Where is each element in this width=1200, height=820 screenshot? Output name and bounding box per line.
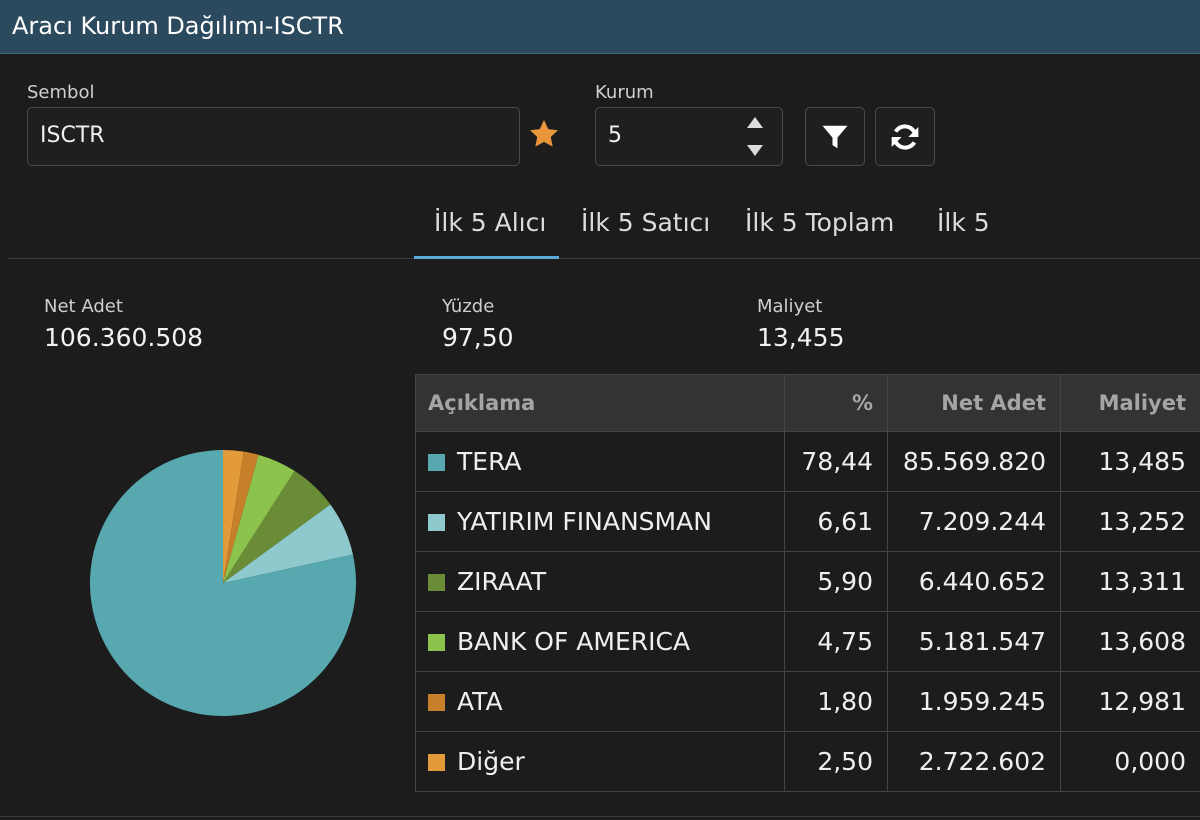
legend-swatch <box>428 454 445 471</box>
symbol-input-value: ISCTR <box>40 123 105 148</box>
caret-down-icon[interactable] <box>744 140 766 160</box>
pie-slice-bank-of-america[interactable] <box>223 454 295 583</box>
broker-table: Açıklama % Net Adet Maliyet TERA 78,44 85.… <box>415 374 1200 792</box>
net-adet-value: 106.360.508 <box>44 323 204 352</box>
row-maliyet: 0,000 <box>1060 731 1200 792</box>
legend-swatch <box>428 514 445 531</box>
tab-top5-sellers[interactable]: İlk 5 Satıcı <box>581 208 711 237</box>
row-maliyet: 13,252 <box>1060 491 1200 552</box>
col-header-percent[interactable]: % <box>784 374 888 432</box>
bottom-divider <box>0 816 1200 817</box>
row-description: Diğer <box>415 731 785 792</box>
symbol-input[interactable]: ISCTR <box>27 107 520 166</box>
row-maliyet: 13,311 <box>1060 551 1200 612</box>
row-percent: 4,75 <box>784 611 888 672</box>
row-net-adet: 85.569.820 <box>887 431 1061 492</box>
pie-slice-ziraat[interactable] <box>223 470 331 583</box>
maliyet-value: 13,455 <box>757 323 845 352</box>
refresh-button[interactable] <box>875 107 935 166</box>
col-header-description[interactable]: Açıklama <box>415 374 785 432</box>
broker-name: Diğer <box>457 747 525 776</box>
symbol-label: Sembol <box>27 82 95 103</box>
legend-swatch <box>428 754 445 771</box>
pie-slice-tera[interactable] <box>90 450 356 716</box>
yuzde-label: Yüzde <box>442 296 495 317</box>
row-description: TERA <box>415 431 785 492</box>
kurum-stepper-value: 5 <box>608 123 622 148</box>
tab-top5-buyers[interactable]: İlk 5 Alıcı <box>434 208 547 237</box>
row-percent: 6,61 <box>784 491 888 552</box>
tab-top5[interactable]: İlk 5 <box>937 208 990 237</box>
table-row[interactable]: ZIRAAT 5,90 6.440.652 13,311 <box>415 551 1200 612</box>
table-row[interactable]: BANK OF AMERICA 4,75 5.181.547 13,608 <box>415 611 1200 672</box>
star-icon[interactable] <box>528 118 560 150</box>
filter-button[interactable] <box>805 107 865 166</box>
broker-name: ZIRAAT <box>457 567 547 596</box>
row-percent: 2,50 <box>784 731 888 792</box>
row-maliyet: 13,608 <box>1060 611 1200 672</box>
row-net-adet: 7.209.244 <box>887 491 1061 552</box>
pie-slice-diğer[interactable] <box>223 450 244 583</box>
title-bar: Aracı Kurum Dağılımı-ISCTR <box>0 0 1200 54</box>
legend-swatch <box>428 694 445 711</box>
table-row[interactable]: Diğer 2,50 2.722.602 0,000 <box>415 731 1200 792</box>
row-description: ZIRAAT <box>415 551 785 612</box>
row-percent: 5,90 <box>784 551 888 612</box>
net-adet-label: Net Adet <box>44 296 123 317</box>
tab-divider <box>8 258 1200 259</box>
table-header-row: Açıklama % Net Adet Maliyet <box>415 374 1200 432</box>
table-row[interactable]: YATIRIM FINANSMAN 6,61 7.209.244 13,252 <box>415 491 1200 552</box>
broker-name: ATA <box>457 687 503 716</box>
table-row[interactable]: ATA 1,80 1.959.245 12,981 <box>415 671 1200 732</box>
active-tab-indicator <box>414 256 559 259</box>
broker-name: YATIRIM FINANSMAN <box>457 507 712 536</box>
window-title: Aracı Kurum Dağılımı-ISCTR <box>12 12 344 40</box>
col-header-net-adet[interactable]: Net Adet <box>887 374 1061 432</box>
row-maliyet: 13,485 <box>1060 431 1200 492</box>
distribution-pie-chart <box>90 450 356 716</box>
row-percent: 78,44 <box>784 431 888 492</box>
row-net-adet: 6.440.652 <box>887 551 1061 612</box>
table-row[interactable]: TERA 78,44 85.569.820 13,485 <box>415 431 1200 492</box>
kurum-label: Kurum <box>595 82 654 103</box>
maliyet-label: Maliyet <box>757 296 823 317</box>
row-net-adet: 5.181.547 <box>887 611 1061 672</box>
col-header-maliyet[interactable]: Maliyet <box>1060 374 1200 432</box>
broker-name: BANK OF AMERICA <box>457 627 691 656</box>
row-maliyet: 12,981 <box>1060 671 1200 732</box>
row-description: YATIRIM FINANSMAN <box>415 491 785 552</box>
pie-slice-yatirim-finansman[interactable] <box>223 504 353 583</box>
yuzde-value: 97,50 <box>442 323 514 352</box>
row-percent: 1,80 <box>784 671 888 732</box>
broker-name: TERA <box>457 447 522 476</box>
tab-top5-total[interactable]: İlk 5 Toplam <box>745 208 895 237</box>
filter-icon <box>822 125 848 148</box>
legend-swatch <box>428 634 445 651</box>
row-description: ATA <box>415 671 785 732</box>
row-description: BANK OF AMERICA <box>415 611 785 672</box>
refresh-icon <box>891 123 919 150</box>
row-net-adet: 1.959.245 <box>887 671 1061 732</box>
kurum-stepper[interactable]: 5 <box>595 107 783 166</box>
pie-slice-ata[interactable] <box>223 451 259 583</box>
caret-up-icon[interactable] <box>744 113 766 133</box>
row-net-adet: 2.722.602 <box>887 731 1061 792</box>
legend-swatch <box>428 574 445 591</box>
